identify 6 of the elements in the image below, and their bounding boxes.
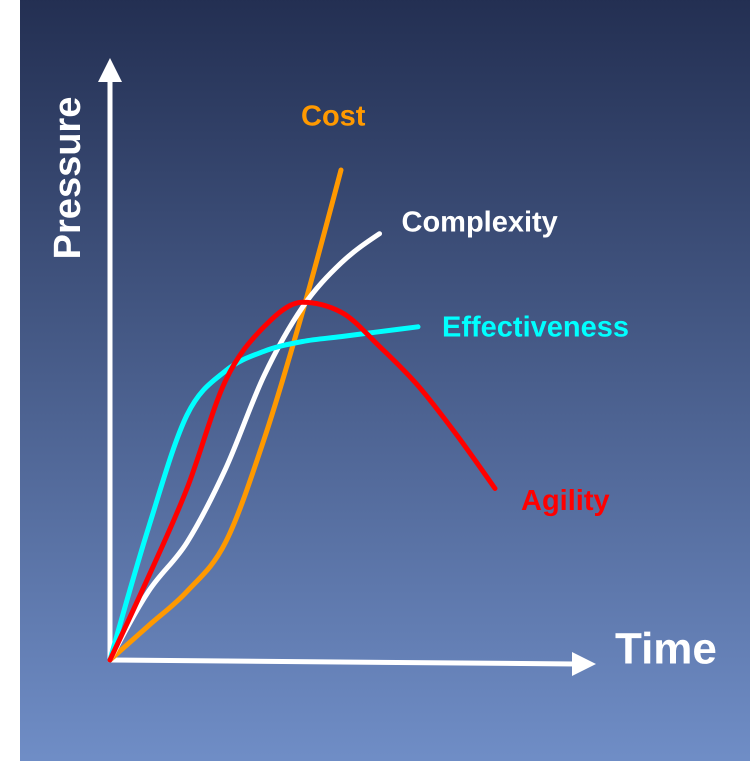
series-label: Effectiveness (442, 311, 629, 344)
series-label: Cost (301, 100, 366, 133)
y-axis-title: Pressure (47, 96, 90, 260)
series-label: Complexity (402, 206, 558, 238)
x-axis-title: Time (615, 624, 717, 674)
series-label: Agility (521, 485, 610, 518)
